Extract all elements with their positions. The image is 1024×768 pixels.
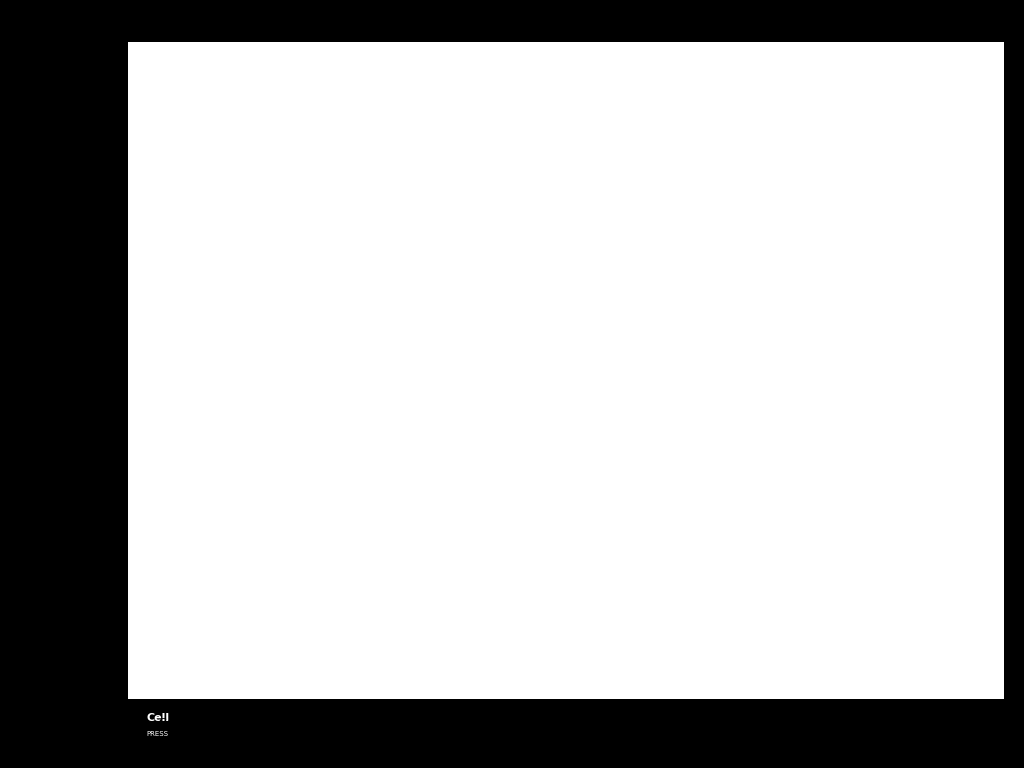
Bar <box>488 525 524 630</box>
Text: 10⁴: 10⁴ <box>997 310 1014 319</box>
Y-axis label: Cell damage
(BCECF leakage): Cell damage (BCECF leakage) <box>733 478 755 571</box>
X-axis label: Activated heparin: Activated heparin <box>527 314 627 324</box>
Text: *: * <box>419 423 426 438</box>
Text: 20: 20 <box>546 42 566 116</box>
Text: Copyright © 2016 American Society of Gene & Cell Therapy  Terms and Conditions: Copyright © 2016 American Society of Gen… <box>159 718 621 728</box>
Text: Hep-MSC: Hep-MSC <box>854 143 898 153</box>
Text: *: * <box>909 433 915 447</box>
Bar <box>321 574 356 630</box>
Bar <box>422 590 458 630</box>
Text: *: * <box>316 437 324 451</box>
Text: Figure 3: Figure 3 <box>479 18 545 36</box>
Bar <box>387 507 422 630</box>
Text: c: c <box>756 61 765 75</box>
Bar <box>591 545 627 630</box>
Bar <box>627 607 662 630</box>
X-axis label: Time (Min.): Time (Min.) <box>855 655 918 665</box>
Text: Molecular Therapy 2016 24, 1665-1674DOI: (10.1038/mt.2016.142): Molecular Therapy 2016 24, 1665-1674DOI:… <box>159 703 539 713</box>
Text: PRESS: PRESS <box>146 731 168 737</box>
Text: a: a <box>147 4 158 18</box>
Text: Cell: Cell <box>146 713 170 723</box>
Text: 100 μg/ml: 100 μg/ml <box>602 201 659 214</box>
Text: 10: 10 <box>205 42 234 116</box>
Bar <box>182 478 218 630</box>
Legend: Haparin-MSC, Mock-painted MSC: Haparin-MSC, Mock-painted MSC <box>782 424 916 458</box>
Text: 10: 10 <box>525 42 538 116</box>
Bar <box>218 561 254 630</box>
Text: b: b <box>457 4 468 18</box>
Text: 50: 50 <box>249 42 263 116</box>
Text: 1: 1 <box>186 42 228 116</box>
Bar <box>524 601 560 630</box>
Y-axis label: Cell damage (%): Cell damage (%) <box>113 478 123 571</box>
X-axis label: c3b: c3b <box>877 328 896 338</box>
Text: 0: 0 <box>160 42 221 117</box>
Text: 20: 20 <box>224 42 243 116</box>
Text: e: e <box>744 394 755 409</box>
Text: *: * <box>867 447 874 461</box>
Text: EDTA: EDTA <box>784 122 810 132</box>
Y-axis label: Cell count: Cell count <box>746 170 756 226</box>
Text: *: * <box>971 461 978 475</box>
Text: 0: 0 <box>469 42 500 116</box>
Text: *: * <box>266 450 272 465</box>
Text: 50: 50 <box>564 42 590 116</box>
Text: Painted
heparin (μg\ml): Painted heparin (μg\ml) <box>106 667 193 690</box>
Y-axis label: Cell Count: Cell Count <box>453 169 463 227</box>
Text: Ctrl MSC: Ctrl MSC <box>908 101 950 111</box>
Text: d: d <box>122 394 132 409</box>
Legend: 30%, 20%: 30%, 20% <box>615 425 680 459</box>
Bar <box>285 498 321 630</box>
X-axis label: Nonactivated heparin: Nonactivated heparin <box>207 314 328 324</box>
Text: 100 μg/ml: 100 μg/ml <box>285 201 345 214</box>
Y-axis label: Cell Count: Cell Count <box>143 169 154 227</box>
Text: 1: 1 <box>489 42 512 116</box>
